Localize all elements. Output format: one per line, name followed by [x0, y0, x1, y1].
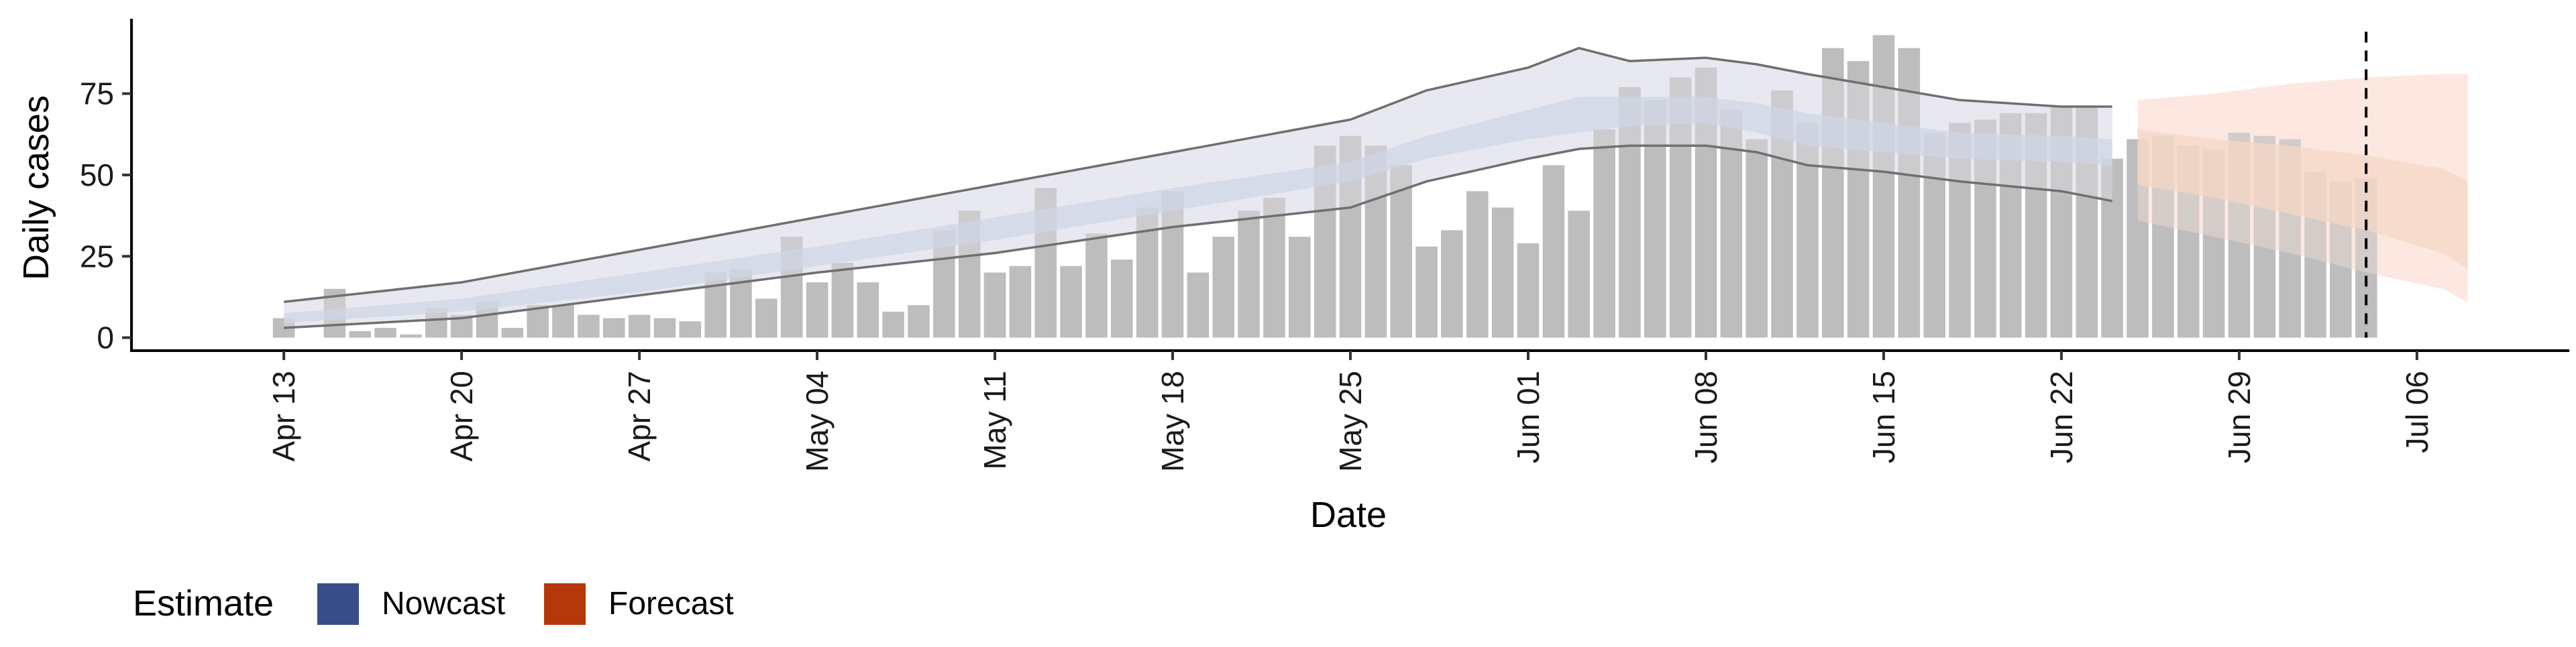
observed-bar: [552, 305, 574, 338]
observed-bar: [755, 298, 777, 338]
x-ticks: Apr 13 Apr 20 Apr 27 May 04 May 11 May 18 May …: [266, 351, 2434, 472]
x-tick-label: May 18: [1155, 371, 1190, 472]
observed-bar: [983, 272, 1006, 338]
observed-bar: [857, 282, 879, 338]
observed-bar: [1441, 230, 1463, 338]
x-tick-label: Jun 29: [2222, 371, 2257, 463]
y-tick-label: 50: [80, 158, 114, 192]
axes: 0 25 50 75 Apr 13 Apr 20 Apr 27 May 04 May 11 Ma…: [80, 19, 2569, 472]
observed-bar: [1289, 237, 1311, 338]
observed-bar: [1796, 123, 1819, 338]
observed-bar: [1923, 132, 1945, 338]
nowcast-upper-line: [283, 46, 2112, 303]
observed-bar: [1746, 139, 1768, 338]
observed-bar: [527, 305, 549, 338]
observed-bar: [1161, 191, 1184, 338]
x-tick-label: Jun 22: [2044, 371, 2079, 463]
inner-bands: [284, 97, 2468, 323]
observed-bar: [1187, 272, 1210, 338]
observed-bar: [806, 282, 828, 338]
observed-bar: [1822, 48, 1844, 338]
observed-bar: [1111, 259, 1133, 338]
observed-bar: [603, 318, 625, 338]
observed-bar: [831, 263, 854, 338]
observed-bar: [908, 305, 930, 338]
observed-bar: [628, 314, 651, 338]
observed-bar: [1491, 207, 1514, 338]
nowcast-50-band: [284, 97, 2112, 323]
observed-bar: [1364, 145, 1387, 338]
x-tick-label: Jun 15: [1866, 371, 1901, 463]
observed-bar: [1212, 237, 1235, 338]
x-tick-label: Jun 01: [1511, 371, 1546, 463]
observed-bar: [679, 321, 702, 338]
observed-bar: [1644, 100, 1666, 338]
legend-swatch-nowcast: [317, 583, 359, 625]
legend-title: Estimate: [133, 583, 274, 624]
x-tick-label: May 11: [977, 371, 1012, 469]
observed-bar: [1593, 129, 1615, 338]
forecast-50-band: [2137, 129, 2468, 270]
observed-bar: [1872, 35, 1895, 338]
y-tick-label: 75: [80, 76, 114, 111]
forecast-90-tint: [2137, 74, 2468, 302]
y-ticks: 0 25 50 75: [80, 76, 131, 355]
observed-bar: [1466, 191, 1489, 338]
observed-bar: [1517, 243, 1540, 338]
y-axis-title: Daily cases: [16, 95, 56, 280]
legend-label-forecast: Forecast: [608, 586, 734, 622]
x-tick-label: Jun 08: [1688, 371, 1723, 463]
observed-bar: [374, 328, 396, 338]
x-tick-label: Jul 06: [2400, 371, 2434, 453]
legend-label-nowcast: Nowcast: [382, 586, 505, 622]
x-tick-label: Apr 27: [622, 371, 657, 462]
observed-bar: [1060, 266, 1082, 338]
observed-bar: [2101, 158, 2123, 338]
bound-lines: [283, 46, 2468, 329]
x-axis-title: Date: [1310, 495, 1387, 535]
x-tick-label: May 25: [1333, 371, 1368, 472]
observed-bar: [882, 311, 904, 338]
observed-bar: [400, 334, 422, 338]
observed-bar: [1085, 233, 1108, 338]
observed-bar: [1263, 197, 1285, 338]
legend-swatch-forecast: [544, 583, 586, 625]
x-tick-label: May 04: [800, 371, 835, 472]
observed-bar: [1542, 165, 1565, 338]
observed-bar: [1898, 48, 1921, 338]
y-tick-label: 0: [97, 320, 114, 355]
observed-bar: [1009, 266, 1032, 338]
observed-bar: [578, 314, 600, 338]
legend: Estimate Nowcast Forecast: [133, 583, 734, 625]
observed-bar: [1415, 246, 1438, 338]
band-tint: [284, 48, 2468, 328]
observed-bar: [1390, 165, 1412, 338]
x-tick-label: Apr 20: [444, 371, 479, 462]
nowcast-90-tint: [284, 48, 2112, 328]
observed-bar: [501, 328, 524, 338]
nowcast-lower-line: [284, 144, 2112, 329]
observed-bar: [1238, 211, 1260, 338]
y-tick-label: 25: [80, 239, 114, 274]
observed-bar: [349, 331, 371, 338]
x-tick-label: Apr 13: [266, 371, 301, 462]
observed-bar: [1619, 86, 1641, 338]
observed-bar: [1568, 211, 1590, 338]
observed-bar: [1847, 61, 1870, 338]
observed-bar: [704, 272, 727, 338]
observed-bar: [653, 318, 676, 338]
